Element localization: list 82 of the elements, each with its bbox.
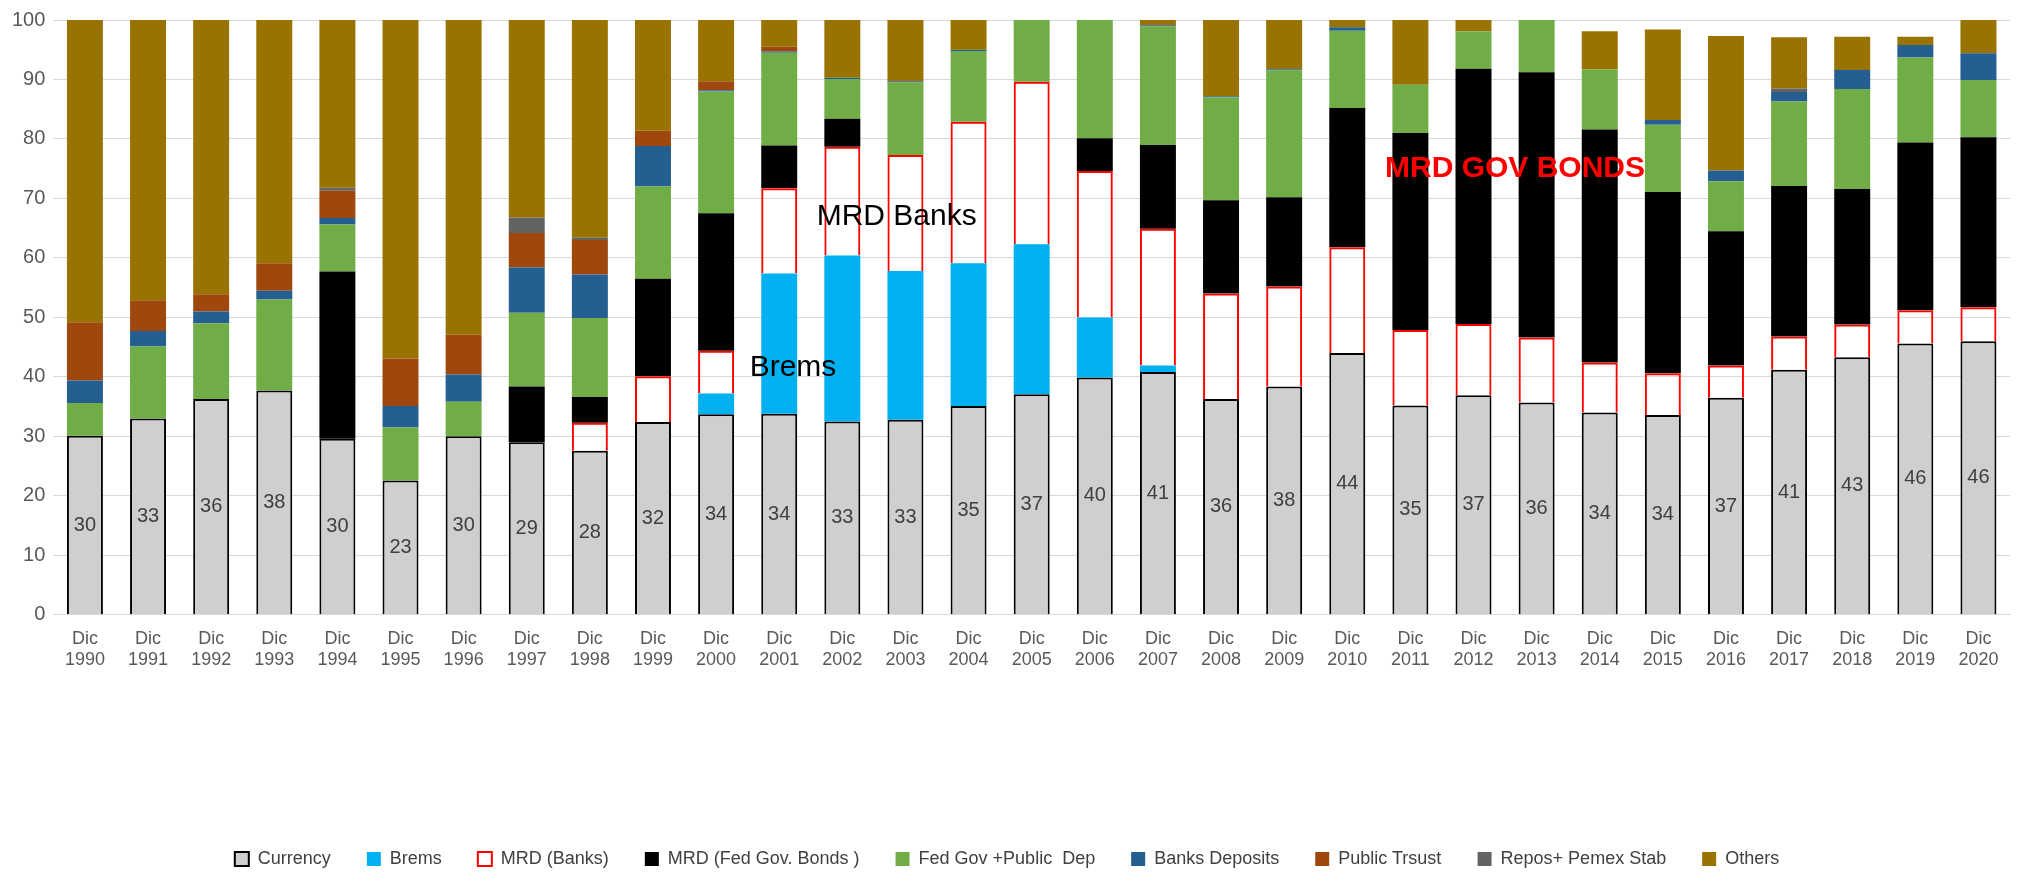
y-tick-label: 20 (23, 483, 46, 506)
x-tick-label: Dic 2011 (1391, 627, 1430, 670)
x-tick-label: Dic 1998 (569, 627, 610, 670)
data-label: 46 (1904, 466, 1927, 489)
x-tick-label: Dic 2004 (948, 627, 989, 670)
x-tick-label: Dic 1996 (443, 627, 484, 670)
x-tick-label: Dic 2012 (1453, 627, 1494, 670)
x-tick-label: Dic 1994 (317, 627, 358, 670)
x-tick-label: Dic 2003 (885, 627, 926, 670)
data-label: 30 (73, 512, 97, 535)
data-label: 44 (1336, 471, 1359, 494)
x-tick-label: Dic 2020 (1958, 627, 1999, 670)
x-tick-label: Dic 2010 (1327, 627, 1368, 670)
data-label: 37 (1714, 493, 1738, 516)
data-label: 33 (136, 503, 160, 526)
data-label: 23 (389, 534, 412, 557)
x-tick-label: Dic 2015 (1642, 627, 1683, 670)
x-tick-label: Dic 1997 (506, 627, 547, 670)
y-tick-label: 70 (23, 185, 46, 208)
y-tick-label: 100 (11, 7, 46, 30)
x-tick-label: Dic 2001 (759, 627, 800, 670)
y-tick-label: 10 (23, 542, 46, 565)
legend-label: Public Trsust (1338, 847, 1442, 868)
y-tick-label: 0 (34, 602, 46, 625)
data-label: 40 (1083, 483, 1106, 506)
legend-label: Fed Gov +Public Dep (918, 847, 1096, 868)
data-label: 33 (831, 505, 854, 528)
y-tick-label: 50 (23, 304, 46, 327)
data-label: 34 (704, 501, 728, 524)
x-tick-label: Dic 2009 (1264, 627, 1305, 670)
data-label: 41 (1777, 479, 1801, 502)
data-label: 35 (957, 497, 980, 520)
data-label: 33 (894, 504, 917, 527)
legend-label: Brems (389, 847, 442, 868)
data-label: 36 (1525, 495, 1548, 518)
x-tick-label: Dic 2017 (1769, 627, 1810, 670)
data-label: 38 (263, 489, 286, 512)
legend-label: Currency (257, 847, 331, 868)
x-tick-label: Dic 2019 (1895, 627, 1936, 670)
data-label: 30 (326, 514, 349, 537)
y-tick-label: 40 (23, 364, 46, 387)
data-label: 36 (200, 494, 223, 517)
x-tick-label: Dic 2008 (1201, 627, 1242, 670)
y-tick-label: 60 (23, 245, 46, 268)
x-tick-label: Dic 1992 (191, 627, 232, 670)
legend-label: MRD (Banks) (500, 847, 609, 868)
legend-label: Repos+ Pemex Stab (1500, 847, 1667, 868)
data-label: 34 (1588, 500, 1611, 523)
x-tick-label: Dic 2016 (1705, 627, 1746, 670)
legend-label: Others (1725, 847, 1780, 868)
data-label: 36 (1209, 494, 1233, 517)
y-tick-label: 80 (23, 126, 46, 149)
x-tick-label: Dic 1999 (632, 627, 674, 670)
data-label: 34 (768, 501, 791, 524)
x-tick-label: Dic 2006 (1074, 627, 1115, 670)
data-label: 30 (452, 512, 475, 535)
data-label: 32 (641, 505, 665, 528)
data-label: 34 (1651, 502, 1674, 525)
data-label: 41 (1146, 480, 1170, 503)
x-tick-label: Dic 1995 (380, 627, 421, 670)
x-tick-label: Dic 2002 (822, 627, 863, 670)
data-label: 43 (1841, 473, 1864, 496)
x-tick-label: Dic 1990 (64, 627, 105, 670)
x-tick-label: Dic 2005 (1011, 627, 1052, 670)
data-label: 28 (578, 519, 601, 542)
x-tick-label: Dic 2000 (696, 627, 737, 670)
y-tick-label: 90 (23, 67, 46, 89)
data-label: 46 (1967, 465, 1990, 488)
x-tick-label: Dic 2007 (1137, 627, 1178, 670)
data-label: 37 (1462, 492, 1485, 515)
x-tick-label: Dic 1993 (254, 627, 295, 670)
y-tick-label: 30 (23, 423, 46, 446)
x-tick-label: Dic 1991 (128, 627, 169, 670)
data-label: 37 (1020, 491, 1043, 514)
data-label: 38 (1273, 487, 1296, 510)
x-tick-label: Dic 2013 (1516, 627, 1557, 670)
data-label: 29 (515, 515, 538, 538)
x-tick-label: Dic 2014 (1579, 627, 1620, 670)
x-tick-label: Dic 2018 (1832, 627, 1873, 670)
legend-label: MRD (Fed Gov. Bonds ) (667, 847, 860, 868)
data-label: 35 (1399, 497, 1422, 520)
legend-label: Banks Deposits (1154, 847, 1280, 868)
